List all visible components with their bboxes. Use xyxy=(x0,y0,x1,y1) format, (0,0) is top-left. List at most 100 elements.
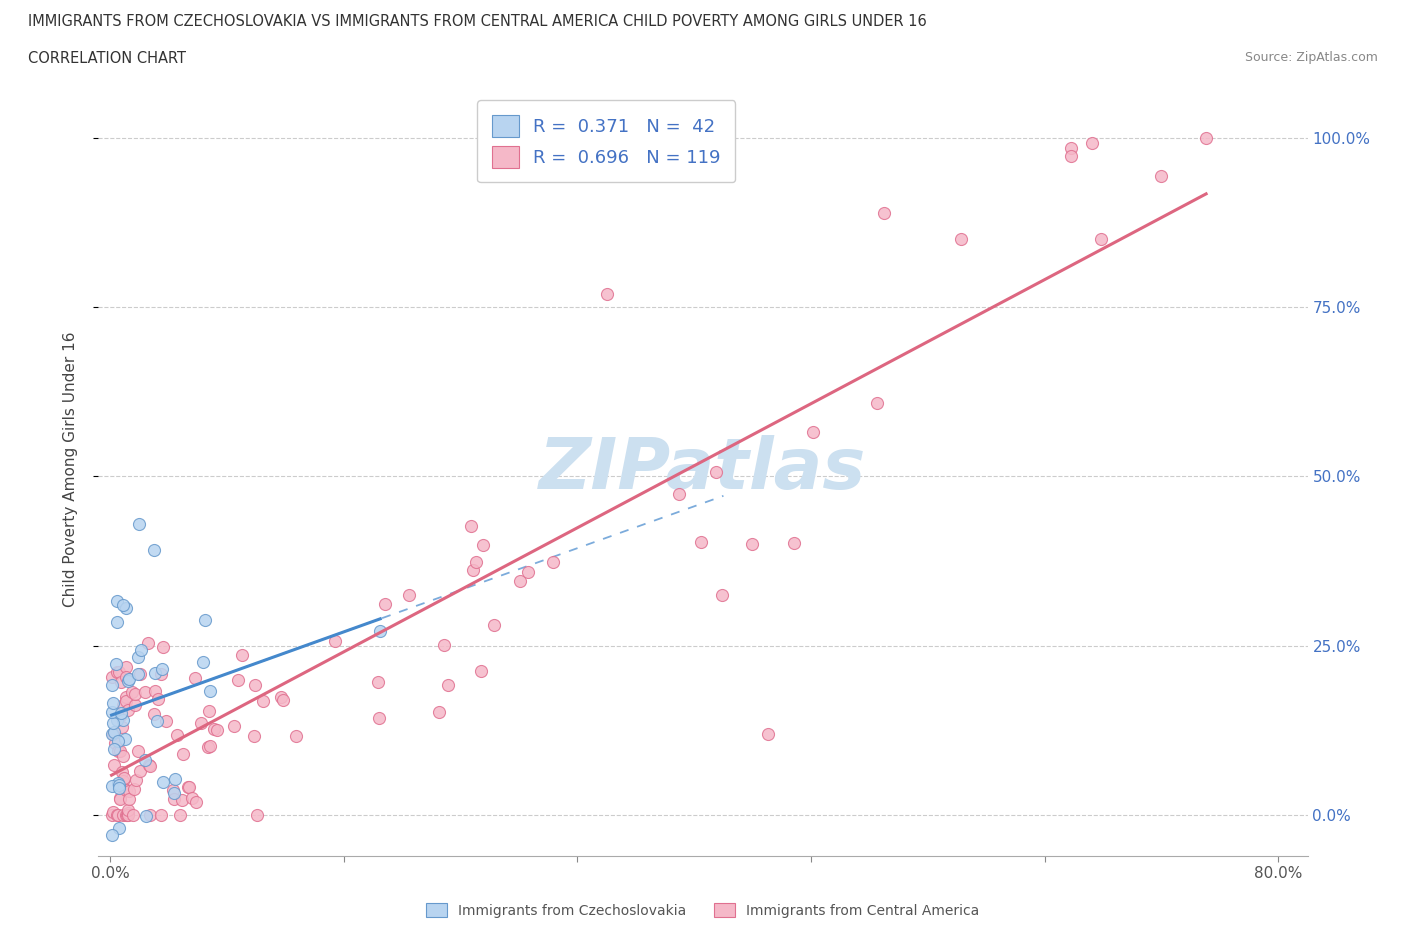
Point xyxy=(149,807,172,822)
Point xyxy=(509,574,531,589)
Point xyxy=(866,396,889,411)
Point xyxy=(465,555,488,570)
Point xyxy=(398,588,420,603)
Point xyxy=(104,735,127,750)
Point xyxy=(741,537,763,551)
Point xyxy=(128,516,150,531)
Point xyxy=(100,704,122,719)
Point xyxy=(367,675,389,690)
Point xyxy=(149,666,172,681)
Point xyxy=(101,804,124,819)
Point xyxy=(112,712,135,727)
Point xyxy=(117,807,139,822)
Point xyxy=(471,538,494,552)
Point xyxy=(152,775,174,790)
Point xyxy=(139,807,162,822)
Point xyxy=(107,776,129,790)
Point xyxy=(117,806,139,821)
Point xyxy=(115,807,138,822)
Point xyxy=(1080,135,1102,150)
Point xyxy=(101,727,124,742)
Point xyxy=(103,724,125,739)
Point xyxy=(135,809,157,824)
Point xyxy=(112,749,135,764)
Point xyxy=(124,698,146,712)
Point xyxy=(482,618,505,632)
Point xyxy=(111,698,134,712)
Point xyxy=(246,807,269,822)
Point xyxy=(115,670,138,684)
Point xyxy=(112,774,135,789)
Point xyxy=(252,694,274,709)
Point xyxy=(285,728,308,743)
Point xyxy=(1090,232,1112,246)
Point xyxy=(129,764,152,778)
Point xyxy=(200,684,222,698)
Point xyxy=(1150,168,1173,183)
Point xyxy=(100,726,122,741)
Point xyxy=(111,764,134,779)
Point xyxy=(111,720,134,735)
Point xyxy=(100,677,122,692)
Point xyxy=(118,783,141,798)
Text: Source: ZipAtlas.com: Source: ZipAtlas.com xyxy=(1244,51,1378,64)
Point xyxy=(155,714,177,729)
Point xyxy=(704,464,727,479)
Point xyxy=(138,757,160,772)
Point xyxy=(368,623,391,638)
Point xyxy=(108,777,131,792)
Point xyxy=(114,689,136,704)
Point xyxy=(162,785,184,800)
Point xyxy=(118,671,141,686)
Point xyxy=(374,596,396,611)
Point xyxy=(107,664,129,679)
Point xyxy=(184,671,207,685)
Point xyxy=(125,772,148,787)
Point xyxy=(1060,140,1083,155)
Point xyxy=(950,232,973,246)
Point xyxy=(207,723,229,737)
Point xyxy=(107,734,129,749)
Point xyxy=(101,715,124,730)
Point xyxy=(270,689,292,704)
Point xyxy=(367,711,389,725)
Point xyxy=(100,828,122,843)
Point xyxy=(541,554,564,569)
Point xyxy=(105,712,128,727)
Point xyxy=(194,612,217,627)
Point xyxy=(111,597,134,612)
Point xyxy=(115,659,138,674)
Point xyxy=(226,672,249,687)
Point xyxy=(124,782,146,797)
Point xyxy=(172,792,194,807)
Point xyxy=(801,425,824,440)
Point xyxy=(689,535,711,550)
Text: ZIPatlas: ZIPatlas xyxy=(540,435,866,504)
Point xyxy=(323,633,346,648)
Point xyxy=(115,807,138,822)
Point xyxy=(169,807,191,822)
Point xyxy=(107,807,129,822)
Point xyxy=(143,665,166,680)
Point xyxy=(460,519,482,534)
Point xyxy=(121,807,143,822)
Point xyxy=(172,747,194,762)
Point xyxy=(127,667,149,682)
Point xyxy=(117,803,139,817)
Point xyxy=(139,759,162,774)
Point xyxy=(114,771,136,786)
Point xyxy=(117,673,139,688)
Point xyxy=(1060,149,1083,164)
Point xyxy=(105,593,128,608)
Point xyxy=(110,706,132,721)
Point xyxy=(110,674,132,689)
Point xyxy=(756,726,779,741)
Point xyxy=(180,790,202,805)
Point xyxy=(100,807,122,822)
Point xyxy=(136,635,159,650)
Point xyxy=(143,684,166,699)
Point xyxy=(197,739,219,754)
Point xyxy=(142,707,165,722)
Point xyxy=(118,792,141,807)
Point xyxy=(114,732,136,747)
